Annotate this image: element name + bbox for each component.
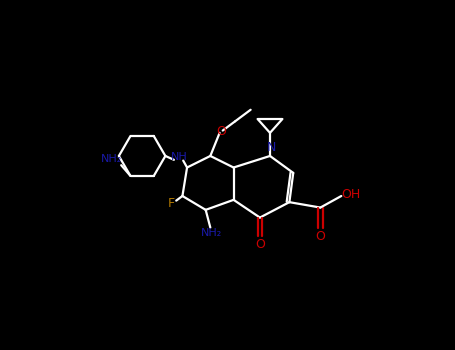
Text: O: O: [255, 238, 265, 251]
Text: NH: NH: [171, 152, 188, 162]
Text: F: F: [168, 197, 175, 210]
Text: O: O: [216, 125, 226, 138]
Text: N: N: [267, 141, 276, 154]
Text: O: O: [315, 230, 325, 243]
Text: NH₂: NH₂: [101, 154, 122, 164]
Text: OH: OH: [342, 188, 361, 201]
Text: NH₂: NH₂: [201, 228, 222, 238]
